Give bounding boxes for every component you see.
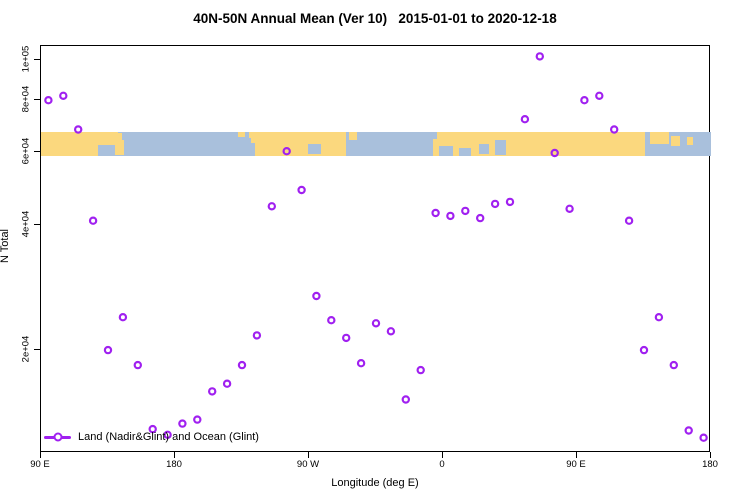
data-point <box>252 331 262 340</box>
data-point <box>88 216 98 225</box>
x-axis-tick-label: 180 <box>166 459 182 470</box>
band-ocean-segment <box>97 145 119 156</box>
band-land-segment <box>115 140 125 155</box>
data-point <box>282 146 291 156</box>
data-point <box>520 114 530 124</box>
y-axis-tick-label: 4e+04 <box>20 210 32 238</box>
legend-line-marker-icon <box>44 432 71 442</box>
data-point <box>699 433 708 442</box>
y-axis-title: N Total <box>0 228 11 264</box>
data-point <box>312 291 321 301</box>
data-point <box>684 426 693 435</box>
data-point <box>193 415 202 424</box>
data-point <box>550 148 559 158</box>
data-point <box>342 333 351 343</box>
data-point <box>535 52 544 61</box>
data-point <box>505 197 515 207</box>
band-land-segment <box>250 132 257 143</box>
x-axis-tick <box>308 452 309 458</box>
data-point <box>669 360 679 370</box>
band-ocean-segment <box>307 144 321 154</box>
y-axis-tick <box>34 99 40 101</box>
band-land-segment <box>687 136 694 146</box>
band-ocean-segment <box>432 132 438 140</box>
band-land-segment <box>349 132 357 141</box>
y-axis-tick-label: 2e+04 <box>20 335 32 363</box>
data-point <box>178 419 187 428</box>
data-point <box>416 365 425 375</box>
x-axis-tick-label: 90 E <box>566 459 586 470</box>
band-ocean-segment <box>478 144 490 155</box>
band-land-segment <box>237 132 245 137</box>
x-axis-tick <box>576 452 577 458</box>
data-point <box>446 211 455 221</box>
band-ocean-segment <box>495 140 506 155</box>
data-point <box>565 204 574 213</box>
data-point <box>461 206 470 216</box>
data-point <box>44 96 53 105</box>
band-land-segment <box>116 133 123 144</box>
chart-title: 40N-50N Annual Mean (Ver 10) 2015-01-01 … <box>193 11 557 26</box>
y-axis-tick <box>34 151 40 153</box>
data-point <box>237 360 247 370</box>
data-point <box>327 316 336 325</box>
data-point <box>103 345 113 355</box>
data-point <box>371 319 381 328</box>
data-point <box>386 327 396 336</box>
y-axis-tick-label: 8e+04 <box>20 85 32 113</box>
data-point <box>476 213 485 223</box>
x-axis-tick <box>174 452 175 458</box>
data-point <box>356 359 366 368</box>
data-point <box>59 91 68 101</box>
band-land-segment <box>255 132 347 156</box>
data-point <box>133 360 143 370</box>
data-point <box>431 208 440 218</box>
legend: Land (Nadir&Glint) and Ocean (Glint) <box>44 430 259 444</box>
data-point <box>163 430 172 439</box>
data-point <box>401 395 410 404</box>
data-point <box>624 216 634 225</box>
band-land-segment <box>649 132 670 144</box>
data-point <box>580 96 589 105</box>
band-ocean-segment <box>438 146 454 156</box>
x-axis-tick <box>40 452 41 458</box>
band-ocean-segment <box>459 147 472 156</box>
data-point <box>610 125 619 134</box>
data-point <box>74 125 83 134</box>
data-point <box>595 91 604 101</box>
data-point <box>207 387 217 396</box>
data-point <box>118 313 128 322</box>
x-axis-tick-label: 90 W <box>296 459 320 470</box>
y-axis-tick <box>34 224 40 226</box>
x-axis-tick-label: 90 E <box>30 459 50 470</box>
band-land-segment <box>670 135 680 147</box>
y-axis-tick-label: 1e+05 <box>20 45 32 73</box>
x-axis-tick-label: 180 <box>702 459 718 470</box>
y-axis-tick <box>34 349 40 351</box>
plot-area: Land (Nadir&Glint) and Ocean (Glint) <box>40 45 711 452</box>
x-axis-title: Longitude (deg E) <box>331 477 419 489</box>
x-axis-tick <box>442 452 443 458</box>
data-point <box>654 313 664 322</box>
x-axis-tick <box>710 452 711 458</box>
y-axis-tick <box>34 59 40 60</box>
y-axis-tick-label: 6e+04 <box>20 137 32 165</box>
data-point <box>639 345 649 355</box>
map-band-40n-50n <box>41 132 711 156</box>
data-point <box>297 185 306 195</box>
data-point <box>490 199 500 209</box>
data-point <box>222 379 232 388</box>
scatter-points-layer <box>44 52 708 442</box>
x-axis-tick-label: 0 <box>439 459 445 470</box>
legend-label: Land (Nadir&Glint) and Ocean (Glint) <box>78 431 259 443</box>
data-point <box>267 202 276 211</box>
data-point <box>148 424 157 434</box>
